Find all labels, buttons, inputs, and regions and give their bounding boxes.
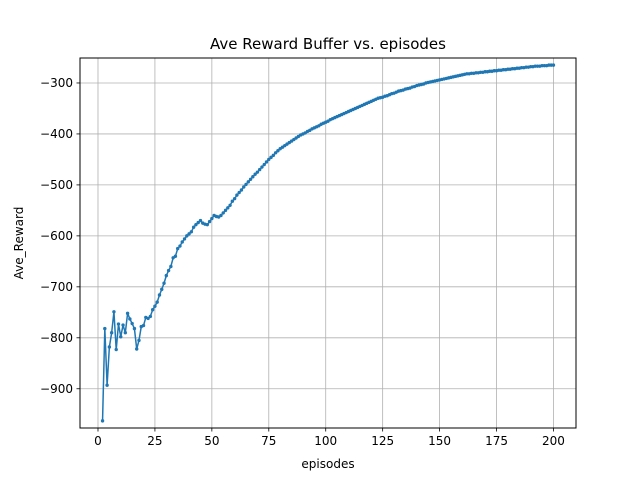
x-tick-label: 150	[428, 434, 451, 448]
data-point	[221, 211, 225, 215]
data-point	[271, 153, 276, 158]
data-point	[125, 311, 130, 316]
data-point	[235, 193, 239, 197]
data-point	[164, 273, 169, 278]
data-point	[180, 240, 184, 244]
data-point	[107, 345, 112, 349]
data-point	[150, 308, 155, 312]
data-point	[157, 293, 162, 297]
y-tick-label: −500	[40, 178, 73, 192]
data-point	[176, 246, 180, 251]
data-point	[135, 347, 139, 351]
data-point	[260, 165, 264, 169]
data-point	[269, 155, 273, 160]
x-tick-label: 200	[542, 434, 565, 448]
data-point	[205, 222, 209, 227]
data-point	[123, 331, 128, 335]
data-point	[191, 225, 196, 229]
data-point	[232, 196, 237, 201]
y-tick-label: −400	[40, 127, 73, 141]
x-tick-label: 175	[485, 434, 508, 448]
data-point	[116, 322, 121, 326]
data-point	[189, 230, 194, 234]
y-tick-label: −600	[40, 229, 73, 243]
data-point	[198, 218, 203, 223]
series-layer	[100, 63, 556, 423]
data-point	[187, 232, 191, 236]
data-point	[226, 206, 230, 210]
data-point	[105, 383, 109, 387]
data-point	[121, 323, 125, 327]
data-point	[210, 216, 214, 221]
y-tick-label: −300	[40, 76, 73, 90]
data-point	[141, 323, 146, 328]
data-point	[253, 172, 257, 176]
data-point	[166, 268, 171, 273]
data-point	[223, 208, 228, 213]
data-point	[228, 203, 232, 207]
data-point	[109, 331, 114, 335]
data-point	[248, 177, 253, 181]
data-point	[132, 326, 137, 331]
data-point	[244, 182, 248, 187]
ticks: 0 25 50 75 100 125 150 175 200 −900 −800 −700 −600 −5…	[40, 76, 565, 448]
y-axis-label: Ave_Reward	[12, 207, 26, 280]
data-point	[273, 151, 278, 155]
data-point	[267, 157, 271, 162]
data-point	[100, 419, 105, 423]
data-point	[246, 180, 250, 184]
data-point	[182, 237, 187, 241]
data-point	[242, 185, 246, 189]
data-point	[130, 321, 134, 326]
data-point	[255, 170, 260, 174]
y-tick-label: −800	[40, 331, 73, 345]
data-point	[185, 234, 189, 238]
data-point	[207, 219, 212, 224]
data-point	[251, 175, 255, 179]
data-point	[162, 281, 166, 285]
data-point	[257, 167, 262, 172]
x-tick-label: 100	[314, 434, 337, 448]
data-point	[160, 287, 164, 292]
x-tick-label: 50	[204, 434, 219, 448]
data-point	[153, 304, 157, 308]
y-tick-label: −700	[40, 280, 73, 294]
x-tick-label: 125	[371, 434, 394, 448]
data-point	[169, 264, 173, 269]
y-tick-label: −900	[40, 382, 73, 396]
data-point	[114, 347, 118, 352]
x-tick-label: 0	[94, 434, 102, 448]
data-point	[219, 213, 223, 218]
x-axis-label: episodes	[301, 457, 354, 471]
data-point	[264, 160, 269, 164]
data-point	[128, 317, 132, 321]
data-point	[262, 162, 266, 167]
data-point	[137, 338, 141, 343]
data-point	[237, 190, 241, 195]
data-point	[276, 149, 280, 153]
data-point	[196, 220, 200, 225]
data-point	[119, 335, 123, 339]
data-point	[194, 222, 198, 227]
data-point	[112, 310, 116, 314]
plot-frame	[79, 57, 577, 429]
data-point	[148, 314, 153, 319]
data-point	[155, 300, 159, 304]
data-point	[178, 244, 182, 248]
x-tick-label: 75	[261, 434, 276, 448]
data-point	[239, 188, 244, 192]
data-point	[146, 316, 150, 321]
data-point	[551, 63, 556, 67]
x-tick-label: 25	[147, 434, 162, 448]
chart-title: Ave Reward Buffer vs. episodes	[210, 35, 446, 53]
data-point	[173, 254, 178, 258]
data-point	[103, 326, 107, 331]
data-point	[230, 199, 235, 203]
